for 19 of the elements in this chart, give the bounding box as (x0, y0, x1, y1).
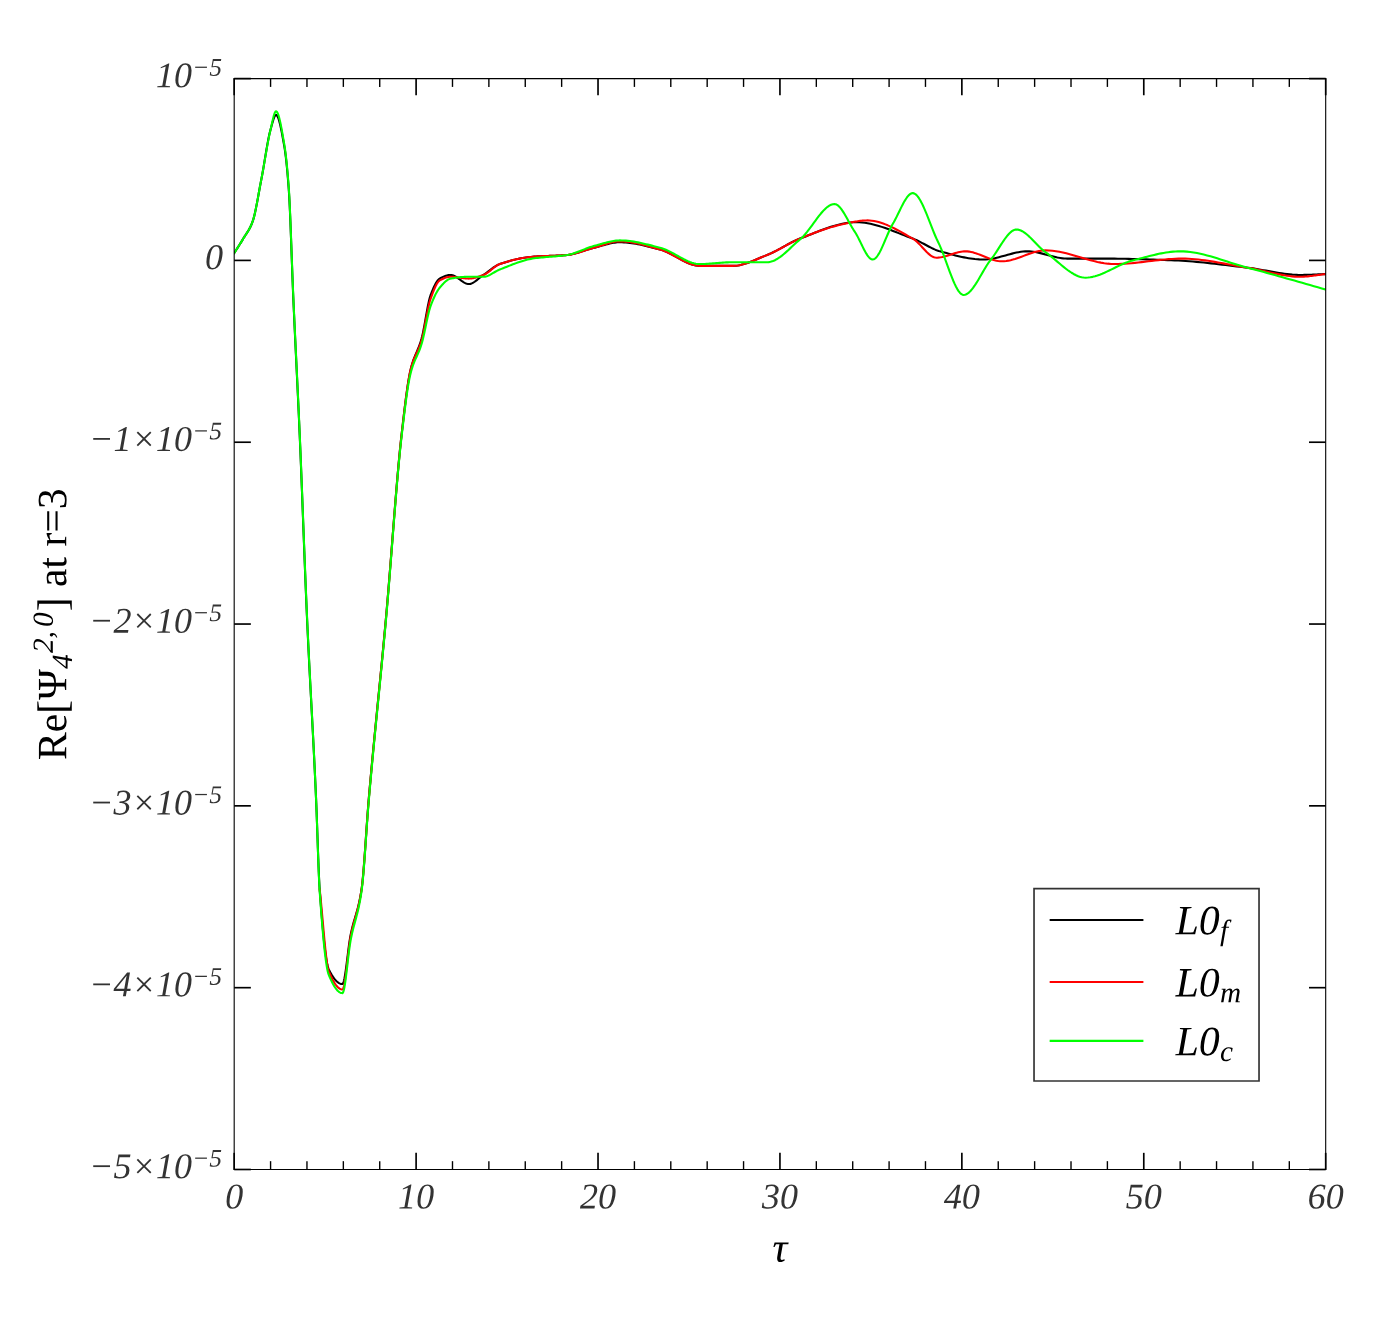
y-tick-label: −4×10$^{−5}$ (93, 968, 222, 997)
x-tick-label: 20 (579, 1184, 616, 1209)
x-tick-label: 40 (943, 1184, 980, 1209)
y-axis-title: Re[Ψ$_{4}$$^{2,0}$] at r=3 (33, 489, 72, 759)
legend-label: L0$_{m}$ (1175, 968, 1240, 1003)
x-axis-title: τ (773, 1242, 789, 1263)
y-tick-label: 0 (206, 245, 223, 270)
y-tick-label: −1×10$^{−5}$ (93, 422, 222, 452)
y-tick-label: −3×10$^{−5}$ (93, 786, 222, 815)
legend-label: L0$_{c}$ (1175, 1027, 1233, 1062)
x-tick-label: 0 (226, 1184, 243, 1209)
x-tick-label: 30 (761, 1184, 798, 1209)
x-tick-label: 60 (1309, 1184, 1344, 1209)
x-tick-label: 50 (1126, 1184, 1162, 1209)
y-tick-label: −5×10$^{−5}$ (93, 1150, 222, 1179)
y-tick-label: 10$^{−5}$ (157, 59, 222, 88)
y-tick-label: −2×10$^{−5}$ (93, 604, 222, 634)
x-tick-label: 10 (399, 1184, 434, 1209)
legend-label: L0$_{f}$ (1175, 906, 1232, 947)
